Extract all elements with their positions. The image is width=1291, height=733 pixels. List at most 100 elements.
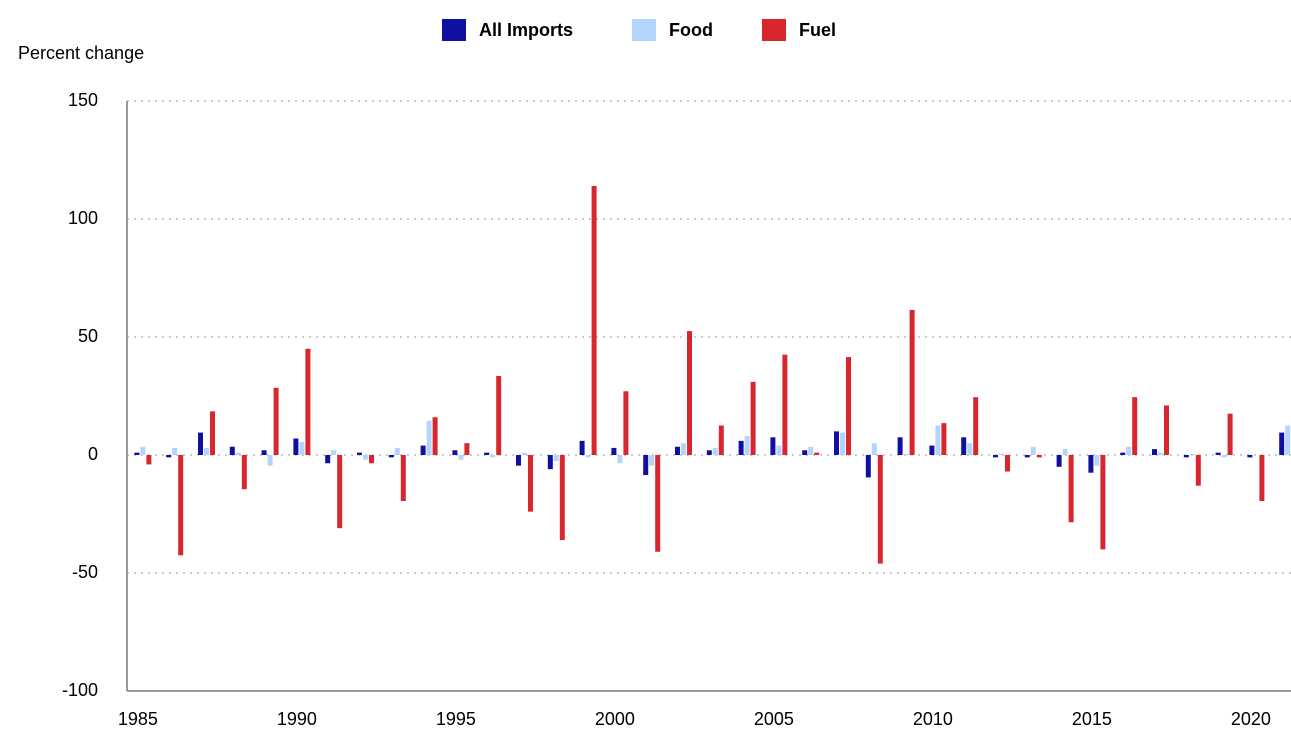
bar — [1189, 453, 1195, 455]
bar — [1088, 455, 1094, 473]
bar — [178, 455, 184, 556]
bar — [420, 445, 426, 455]
x-tick-label: 1995 — [436, 709, 476, 729]
bar — [929, 445, 935, 455]
bar — [528, 455, 533, 512]
y-tick-label: 50 — [78, 326, 98, 346]
bar — [140, 446, 146, 455]
bar — [973, 397, 979, 455]
bar — [1164, 405, 1169, 455]
bar — [299, 442, 305, 455]
bar — [611, 447, 617, 455]
bar — [464, 443, 470, 455]
legend-swatch — [632, 19, 656, 41]
bar — [814, 452, 820, 455]
bar — [458, 455, 464, 460]
bar — [198, 432, 203, 455]
bar — [865, 455, 871, 478]
bar — [941, 423, 947, 455]
bar — [1056, 455, 1062, 467]
bar — [750, 381, 756, 455]
y-tick-label: -50 — [72, 562, 98, 582]
bar — [1221, 455, 1227, 458]
bar — [394, 447, 400, 455]
bar — [903, 453, 909, 455]
bar — [967, 443, 973, 455]
bar — [172, 447, 178, 455]
bar — [1279, 432, 1285, 455]
bar — [1259, 455, 1265, 502]
bar — [484, 452, 490, 455]
bar — [331, 450, 337, 455]
bar — [1036, 455, 1042, 458]
bar — [496, 375, 502, 455]
bar — [325, 455, 331, 464]
bar — [1120, 452, 1126, 455]
y-tick-label: -100 — [62, 680, 98, 700]
bar — [687, 331, 692, 455]
bar — [591, 185, 597, 455]
bar — [834, 431, 839, 455]
legend-label: All Imports — [479, 20, 573, 40]
bar — [305, 348, 311, 455]
x-tick-label: 2010 — [913, 709, 953, 729]
bar — [840, 432, 845, 455]
bar — [871, 443, 877, 455]
bar — [1158, 452, 1163, 455]
bar — [675, 446, 680, 455]
legend-swatch — [762, 19, 786, 41]
legend-label: Food — [669, 20, 713, 40]
bar — [134, 452, 140, 455]
bar — [961, 437, 967, 455]
bar — [273, 387, 279, 455]
bar — [935, 425, 941, 455]
bar — [776, 445, 782, 455]
x-tick-label: 2000 — [595, 709, 635, 729]
bar — [1195, 455, 1201, 486]
bar — [426, 420, 432, 455]
bar — [718, 425, 724, 455]
bar — [897, 437, 903, 455]
bar — [579, 440, 585, 455]
bar — [547, 455, 553, 470]
bar — [452, 450, 458, 455]
bar — [623, 391, 629, 455]
bar — [241, 455, 247, 490]
bar — [1285, 425, 1291, 455]
bar — [643, 455, 649, 476]
bar — [357, 452, 362, 455]
bar — [432, 417, 438, 455]
bar — [1062, 449, 1068, 455]
bar — [1215, 452, 1221, 455]
bar — [522, 452, 527, 455]
bar — [235, 452, 241, 455]
bar — [585, 455, 591, 458]
bar — [802, 450, 808, 455]
bar — [210, 411, 215, 455]
y-tick-label: 100 — [68, 208, 98, 228]
bar — [909, 309, 915, 455]
bar — [204, 447, 209, 455]
bar — [146, 455, 152, 465]
bar — [1030, 446, 1036, 455]
legend-label: Fuel — [799, 20, 836, 40]
bar — [782, 354, 788, 455]
bar — [559, 455, 565, 540]
bar — [738, 440, 744, 455]
bar — [681, 443, 686, 455]
y-tick-label: 150 — [68, 90, 98, 110]
bar — [993, 455, 998, 458]
legend-swatch — [442, 19, 466, 41]
bar — [553, 455, 559, 461]
bar — [1152, 449, 1157, 455]
bar — [1227, 413, 1233, 455]
bar — [877, 455, 883, 564]
bar — [712, 447, 718, 455]
x-tick-label: 2015 — [1072, 709, 1112, 729]
y-tick-label: 0 — [88, 444, 98, 464]
plot-area — [134, 185, 1291, 564]
bar — [1183, 455, 1189, 458]
bar — [1068, 455, 1074, 523]
bar — [388, 455, 394, 458]
